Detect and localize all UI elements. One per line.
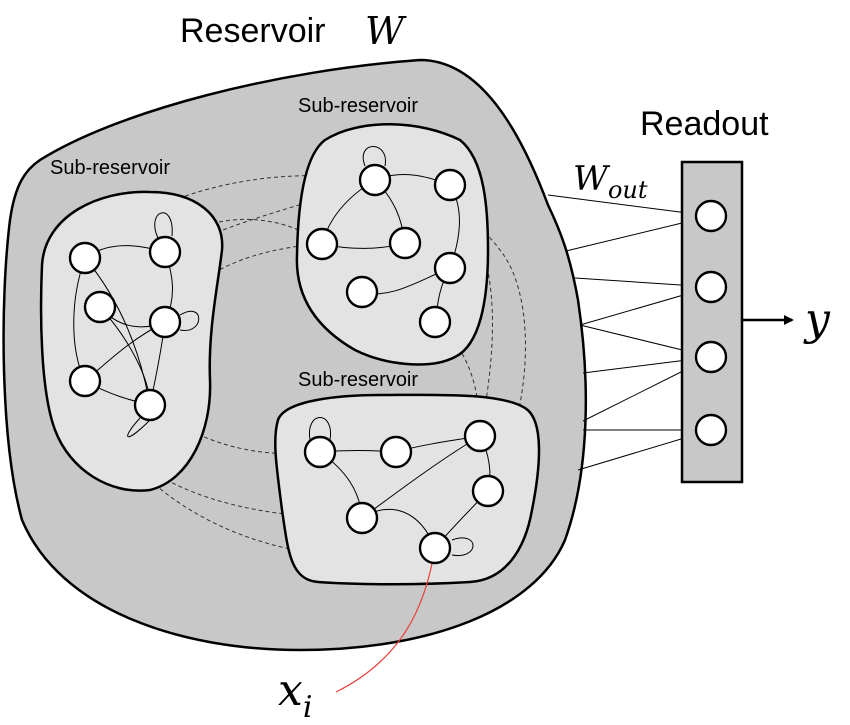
neuron-node — [388, 226, 422, 260]
sub-reservoir-left — [39, 190, 224, 492]
neuron-node — [358, 163, 392, 197]
sub-reservoir-label-bottom: Sub-reservoir — [298, 369, 418, 391]
sub-reservoir-label-left: Sub-reservoir — [50, 157, 170, 179]
neuron-node — [345, 501, 379, 535]
neuron-node — [345, 275, 379, 309]
neuron-node — [83, 290, 117, 324]
neuron-node — [433, 168, 467, 202]
reservoir-title: Reservoir — [180, 12, 325, 50]
neuron-node — [471, 474, 505, 508]
readout-weights-symbol: Wout — [573, 159, 648, 204]
nodes-top — [305, 163, 467, 339]
nodes-bottom — [303, 419, 505, 565]
neuron-node — [418, 305, 452, 339]
readout-node — [694, 413, 728, 447]
reservoir-symbol: W — [365, 9, 407, 53]
readout-node — [694, 270, 728, 304]
readout-title: Readout — [640, 105, 769, 143]
readout-nodes — [694, 199, 728, 447]
sub-reservoir-label-top: Sub-reservoir — [298, 95, 418, 117]
input-symbol: xi — [278, 665, 312, 725]
nodes-left — [68, 235, 182, 422]
neuron-node — [305, 227, 339, 261]
neuron-node — [133, 388, 167, 422]
neuron-node — [148, 235, 182, 269]
neuron-node — [463, 419, 497, 453]
neuron-node — [68, 364, 102, 398]
neuron-node — [303, 435, 337, 469]
neuron-node — [148, 305, 182, 339]
readout-node — [694, 199, 728, 233]
neuron-node — [68, 241, 102, 275]
neuron-node — [418, 531, 452, 565]
input-line — [335, 547, 436, 693]
neuron-node — [379, 435, 413, 469]
neuron-node — [433, 251, 467, 285]
readout-node — [694, 340, 728, 374]
output-symbol: y — [803, 294, 831, 345]
